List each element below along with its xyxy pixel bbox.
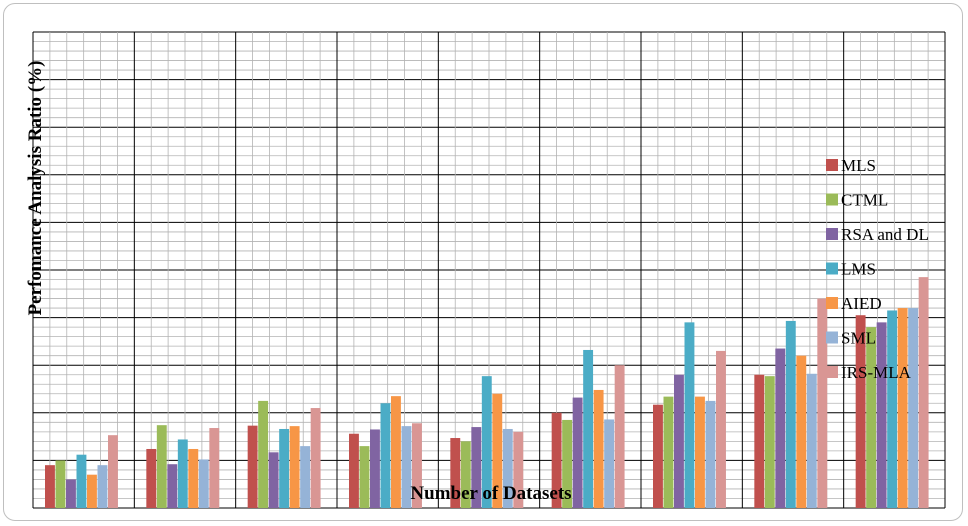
bar-rsa-and-dl-3 — [268, 452, 279, 508]
legend-swatch — [826, 297, 838, 309]
bar-mls-5 — [450, 438, 461, 508]
bar-lms-6 — [583, 349, 594, 508]
bar-aied-2 — [188, 448, 199, 508]
bar-sml-2 — [198, 459, 209, 508]
bar-sml-8 — [806, 373, 817, 508]
bar-aied-3 — [289, 426, 300, 508]
bar-ctml-3 — [258, 400, 269, 508]
legend-label: AIED — [841, 294, 882, 313]
bar-ctml-8 — [764, 376, 775, 508]
bar-ctml-7 — [663, 396, 674, 508]
bar-aied-4 — [391, 396, 401, 508]
legend-swatch — [826, 262, 838, 275]
bar-ctml-1 — [55, 460, 66, 508]
bar-rsa-and-dl-5 — [471, 427, 482, 508]
legend-swatch — [826, 366, 838, 378]
bar-irs-mla-5 — [513, 431, 524, 508]
legend-swatch — [826, 331, 838, 344]
legend: MLS CTML RSA and DL LMS AIED SML IRS-MLA — [826, 156, 929, 382]
bar-irs-mla-7 — [716, 350, 726, 508]
legend-swatch — [826, 193, 838, 206]
bar-mls-2 — [146, 448, 157, 508]
legend-swatch — [826, 159, 838, 171]
bar-sml-1 — [97, 465, 108, 508]
legend-swatch — [826, 228, 838, 240]
bar-mls-8 — [754, 374, 765, 508]
bar-lms-9 — [887, 310, 898, 508]
bar-lms-4 — [380, 403, 391, 508]
bar-sml-6 — [604, 419, 615, 508]
bar-ctml-6 — [562, 419, 573, 508]
bar-rsa-and-dl-9 — [876, 322, 887, 508]
bar-rsa-and-dl-2 — [167, 464, 178, 508]
bar-ctml-9 — [866, 327, 877, 508]
bar-ctml-2 — [156, 425, 167, 508]
bar-irs-mla-8 — [817, 298, 828, 508]
bar-aied-9 — [897, 308, 908, 508]
bar-lms-7 — [684, 322, 695, 508]
bar-lms-3 — [279, 428, 290, 508]
bar-rsa-and-dl-1 — [66, 479, 76, 508]
bar-irs-mla-2 — [209, 428, 220, 508]
bar-rsa-and-dl-7 — [674, 374, 684, 508]
legend-label: CTML — [841, 191, 888, 210]
bar-irs-mla-9 — [918, 277, 929, 508]
bar-sml-4 — [401, 426, 412, 508]
bar-aied-6 — [593, 389, 604, 508]
legend-label: RSA and DL — [841, 225, 929, 244]
bar-irs-mla-6 — [614, 365, 625, 508]
legend-label: IRS-MLA — [841, 363, 912, 382]
x-axis-title: Number of Datasets — [410, 483, 571, 504]
bar-mls-7 — [653, 404, 663, 508]
bar-irs-mla-3 — [310, 408, 321, 508]
legend-label: LMS — [841, 260, 876, 279]
bar-aied-7 — [695, 396, 705, 508]
bar-irs-mla-1 — [108, 435, 118, 508]
bar-mls-6 — [551, 412, 562, 508]
bar-ctml-4 — [359, 446, 370, 508]
bar-lms-2 — [177, 439, 188, 508]
bar-mls-9 — [855, 315, 866, 508]
legend-label: MLS — [841, 156, 876, 175]
bar-mls-4 — [349, 433, 359, 508]
bar-sml-3 — [300, 446, 311, 508]
legend-label: SML — [841, 329, 876, 348]
bar-sml-5 — [502, 428, 513, 508]
bar-rsa-and-dl-8 — [775, 348, 786, 508]
bar-sml-9 — [908, 308, 919, 508]
bar-lms-1 — [76, 454, 87, 508]
bar-aied-1 — [87, 474, 97, 508]
bar-rsa-and-dl-6 — [572, 397, 583, 508]
bar-irs-mla-4 — [412, 423, 422, 508]
bar-rsa-and-dl-4 — [370, 429, 380, 508]
bar-aied-8 — [796, 355, 807, 508]
bar-aied-5 — [492, 393, 503, 508]
bar-lms-8 — [785, 320, 796, 508]
bar-mls-3 — [247, 425, 258, 508]
y-axis-title: Perfomance Analysis Ratio (%) — [25, 61, 46, 316]
bar-ctml-5 — [460, 441, 471, 508]
bar-lms-5 — [481, 376, 492, 508]
bar-sml-7 — [705, 400, 716, 508]
bar-mls-1 — [45, 465, 55, 508]
bars — [45, 277, 929, 508]
